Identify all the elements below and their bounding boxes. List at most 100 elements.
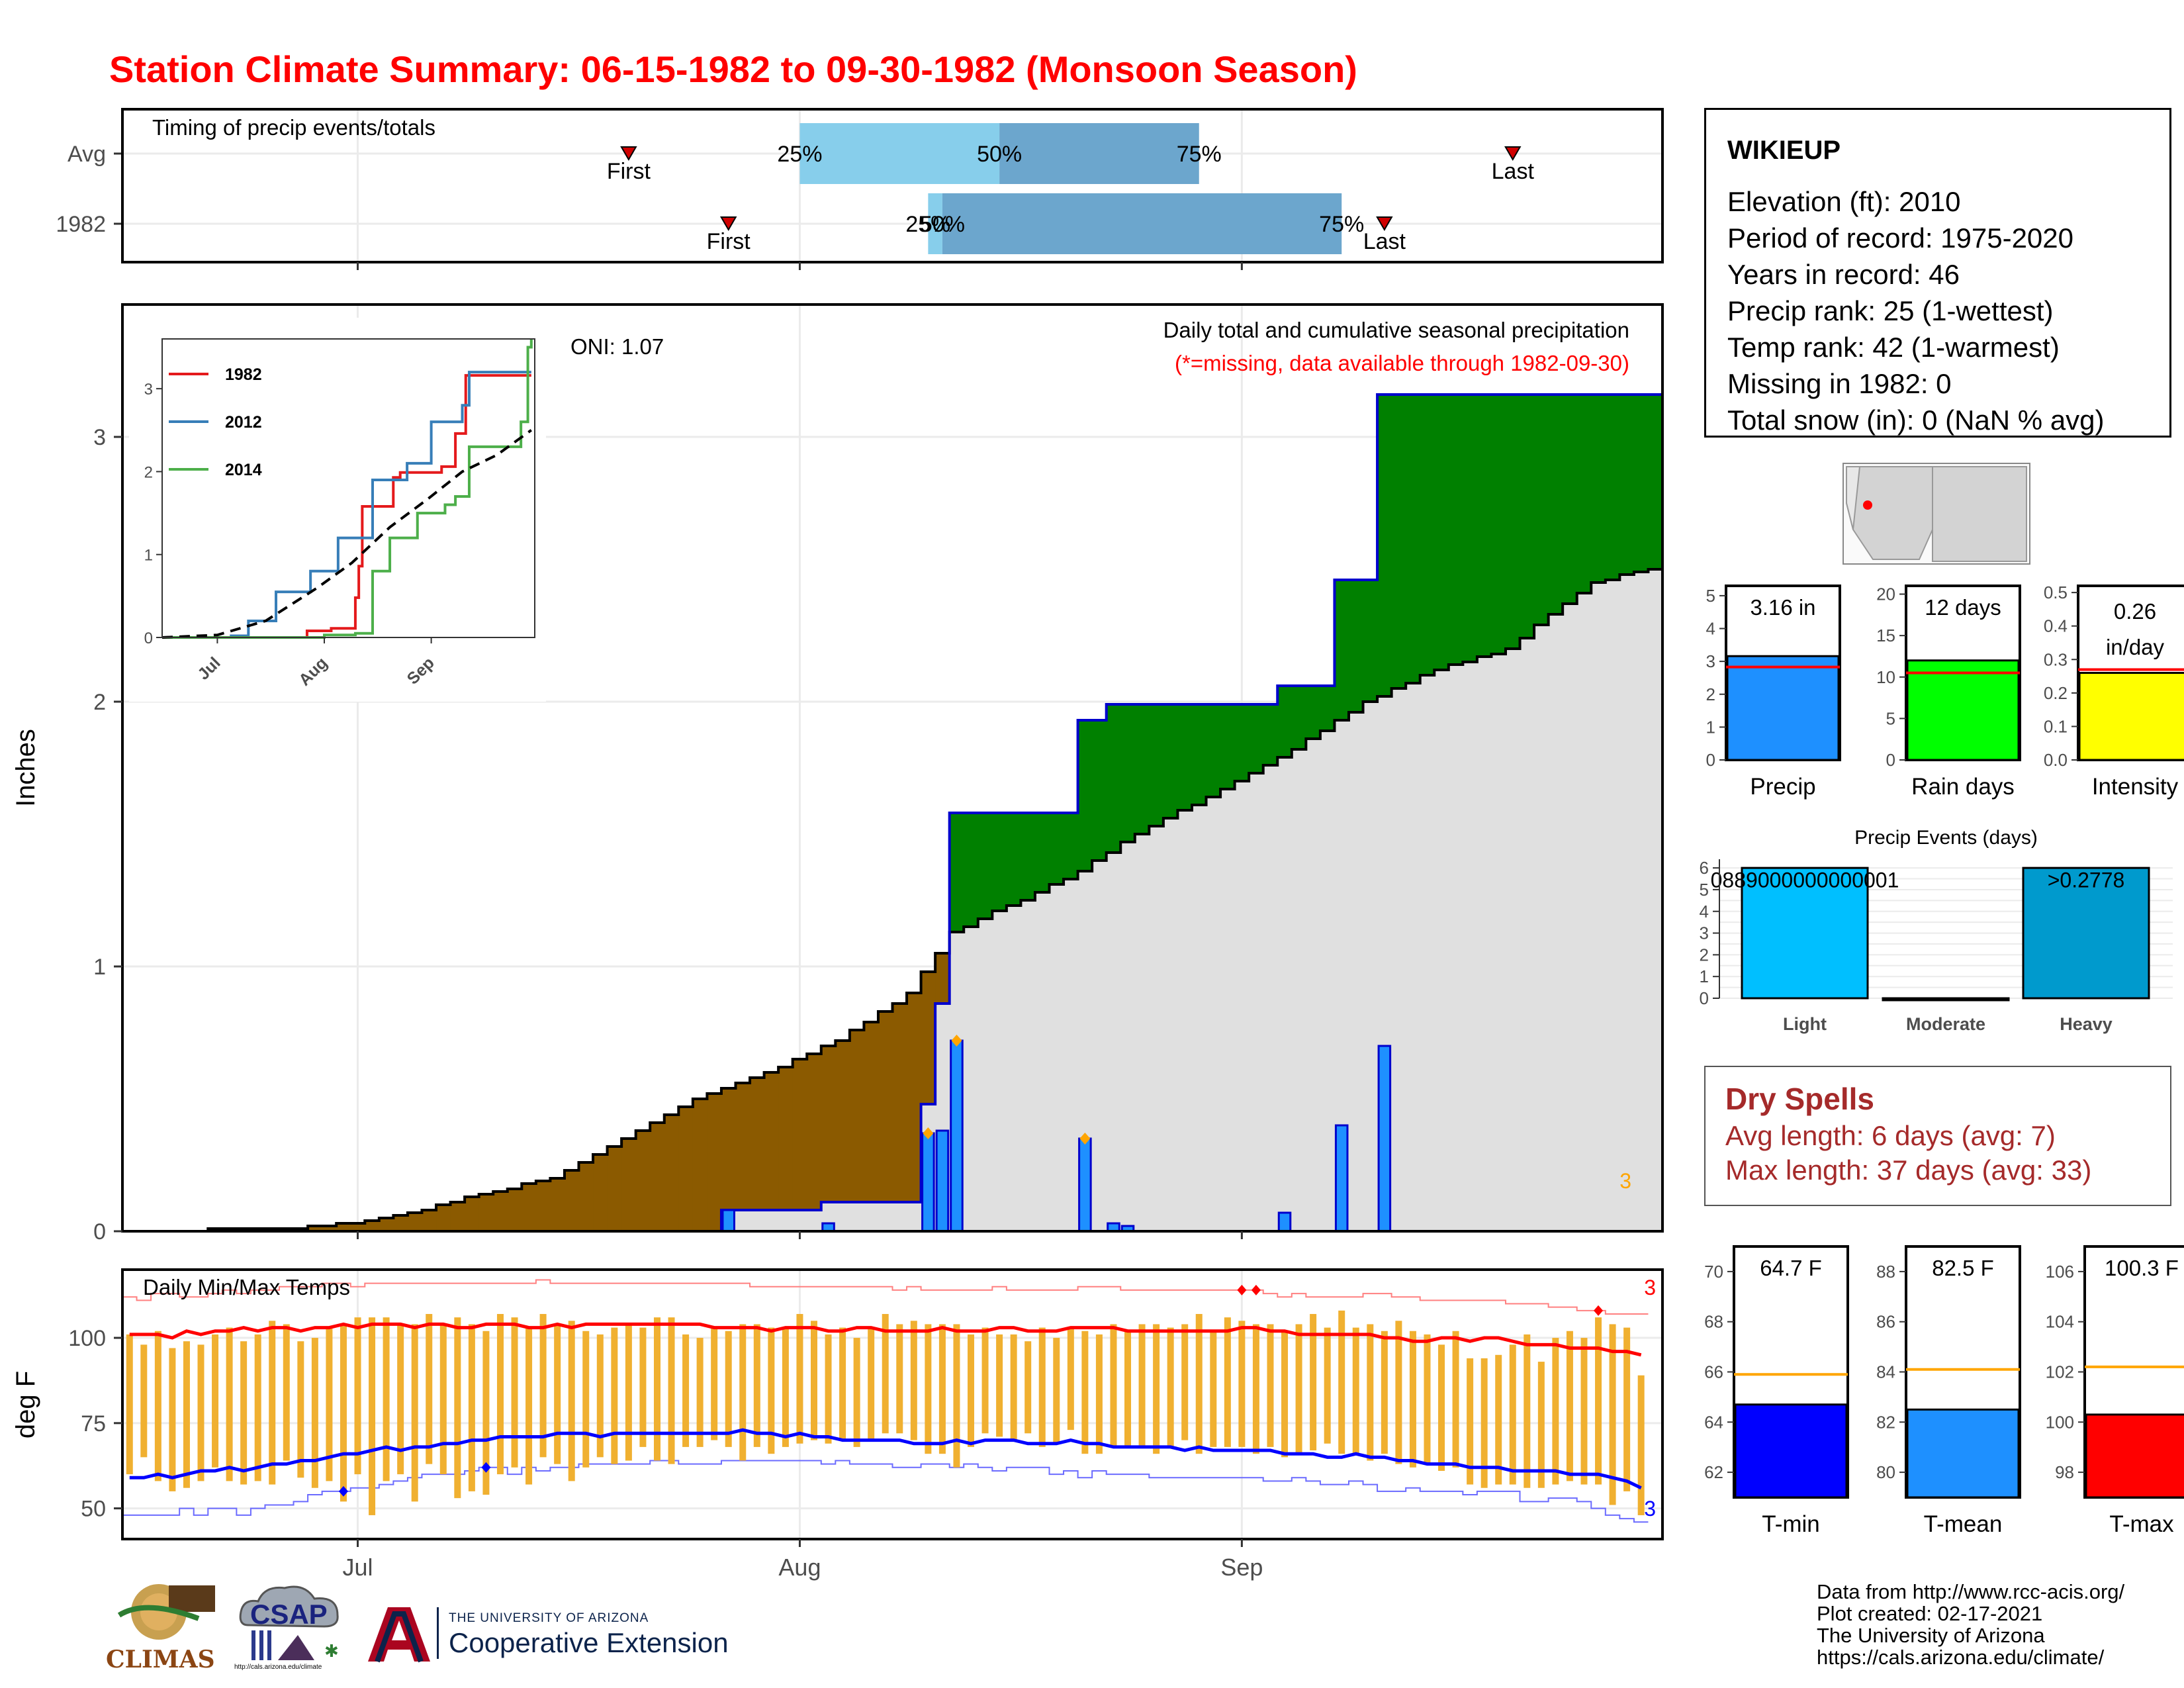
dry-spells-max: Max length: 37 days (avg: 33) — [1725, 1154, 2092, 1186]
summary-value-label: in/day — [2106, 635, 2165, 659]
station-precip-rank: Precip rank: 25 (1-wettest) — [1727, 295, 2054, 326]
summary-y-tick-label: 84 — [1876, 1362, 1895, 1382]
temps-plot-bg — [122, 1270, 1662, 1539]
below-average-fill — [422, 1210, 437, 1231]
dry-spells-panel: Dry Spells Avg length: 6 days (avg: 7) M… — [1704, 1066, 2171, 1206]
daily-temp-range-bar — [981, 1327, 989, 1434]
daily-precip-bar — [1377, 1045, 1392, 1233]
above-average-fill — [1548, 395, 1563, 614]
above-average-fill — [1320, 686, 1336, 731]
summary-value-bar — [1906, 659, 2020, 761]
cumulative-y-tick-label: 1 — [93, 955, 106, 980]
daily-temp-range-bar — [1495, 1354, 1502, 1485]
daily-temp-range-bar — [925, 1324, 932, 1454]
daily-temp-range-bar — [1267, 1324, 1274, 1447]
daily-temp-range-bar — [968, 1334, 975, 1447]
timing-quartile-label: 50% — [977, 142, 1022, 167]
summary-y-tick-label: 64 — [1704, 1412, 1723, 1432]
daily-temp-range-bar — [1153, 1324, 1160, 1454]
daily-precip-bar — [1078, 1137, 1092, 1233]
temps-corner-label-bottom: 3 — [1644, 1497, 1656, 1521]
record-max-marker — [1251, 1284, 1261, 1295]
daily-temp-range-bar — [1524, 1334, 1531, 1488]
daily-temp-range-bar — [611, 1327, 618, 1464]
daily-temp-range-bar — [197, 1344, 205, 1481]
daily-temp-range-bar — [1552, 1338, 1559, 1485]
below-average-fill — [350, 1223, 365, 1231]
timing-quartile-label: 25% — [777, 142, 822, 167]
credit-plot-created: Plot created: 02-17-2021 — [1817, 1602, 2043, 1625]
daily-temp-range-bar — [596, 1334, 604, 1458]
ua-top-text: THE UNIVERSITY OF ARIZONA — [449, 1611, 649, 1625]
events-y-tick-label: 2 — [1700, 945, 1709, 964]
summary-value-label: 3.16 in — [1750, 595, 1815, 620]
summary-value-label: 64.7 F — [1760, 1256, 1822, 1280]
average-min-temp-line — [129, 1428, 1642, 1489]
daily-temp-range-bar — [1224, 1317, 1231, 1447]
below-average-fill — [336, 1223, 351, 1231]
inset-y-tick-label: 2 — [144, 463, 153, 481]
timing-marker — [1376, 216, 1393, 231]
daily-temp-range-bar — [254, 1334, 261, 1481]
record-max-marker — [1237, 1284, 1247, 1295]
summary-y-tick-label: 10 — [1876, 667, 1895, 687]
daily-temp-range-bar — [725, 1331, 732, 1447]
above-average-fill — [1249, 704, 1264, 773]
daily-precip-bar — [721, 1209, 735, 1233]
summary-y-tick-label: 104 — [2046, 1312, 2074, 1332]
summary-y-tick-label: 106 — [2046, 1262, 2074, 1282]
daily-temp-range-bar — [411, 1324, 418, 1502]
daily-temp-range-bar — [496, 1313, 504, 1475]
summary-panel-name: T-min — [1762, 1511, 1820, 1537]
summary-y-tick-label: 70 — [1704, 1262, 1723, 1282]
events-y-tick-label: 0 — [1700, 988, 1709, 1008]
summary-value-label: 0.26 — [2114, 599, 2156, 624]
events-category-label: Moderate — [1906, 1014, 1985, 1034]
daily-temp-range-bar — [468, 1324, 475, 1491]
above-average-fill — [1463, 395, 1478, 662]
locator-map — [1843, 463, 2030, 565]
temps-corner-label-top: 3 — [1644, 1276, 1656, 1299]
below-average-fill — [593, 1154, 608, 1231]
station-temp-rank: Temp rank: 42 (1-warmest) — [1727, 332, 2060, 363]
daily-temp-range-bar — [1252, 1324, 1259, 1454]
below-average-fill — [807, 1054, 822, 1210]
timing-quartile-label: 50% — [920, 212, 965, 237]
daily-temp-range-bar — [1238, 1321, 1246, 1447]
below-average-fill — [764, 1072, 779, 1210]
summary-y-tick-label: 20 — [1876, 585, 1895, 604]
average-cumulative-line — [122, 568, 1662, 1233]
daily-temp-range-bar — [1053, 1338, 1060, 1444]
cumulative-frame — [121, 303, 1664, 1233]
daily-temp-range-bar — [1295, 1324, 1302, 1454]
above-average-fill — [1534, 395, 1549, 625]
below-average-fill — [935, 953, 950, 1004]
timing-quartile-label: 25% — [905, 212, 950, 237]
summary-value-bar — [1734, 1403, 1848, 1499]
above-average-fill — [1277, 686, 1293, 757]
events-category-label: Light — [1783, 1014, 1827, 1034]
daily-temp-range-bar — [868, 1327, 875, 1440]
below-average-fill — [664, 1115, 679, 1231]
above-average-fill — [1633, 395, 1649, 572]
summary-value-bar — [2078, 672, 2184, 761]
below-average-fill — [393, 1215, 408, 1231]
temps-x-tick-label: Aug — [778, 1554, 821, 1581]
map-state-nm — [1932, 466, 2027, 562]
below-average-fill — [308, 1226, 323, 1231]
daily-temp-range-bar — [1580, 1338, 1588, 1485]
below-average-fill — [550, 1178, 565, 1231]
timing-marker — [719, 216, 737, 231]
below-average-fill — [478, 1194, 494, 1231]
above-average-fill — [1306, 686, 1321, 739]
timing-marker — [620, 146, 637, 161]
timing-quartile-label: 75% — [1177, 142, 1222, 167]
below-average-fill — [864, 1022, 879, 1202]
below-average-fill — [493, 1192, 508, 1231]
temp-summary-charts: 64.7 F 62 64 66 68 70 T-min 82.5 F 80 82 84 86 88 T-m… — [1704, 1245, 2184, 1537]
daily-temps-chart: 3 3 Daily Min/Max Temps 50 75 100 Jul Aug Sep deg… — [11, 1268, 1664, 1581]
below-average-fill — [849, 1030, 865, 1202]
average-cumulative-area — [122, 569, 1662, 1231]
csap-logo: ✱ CSAP http://cals.arizona.edu/climate — [232, 1579, 351, 1678]
cumulative-y-tick-label: 0 — [93, 1219, 106, 1244]
